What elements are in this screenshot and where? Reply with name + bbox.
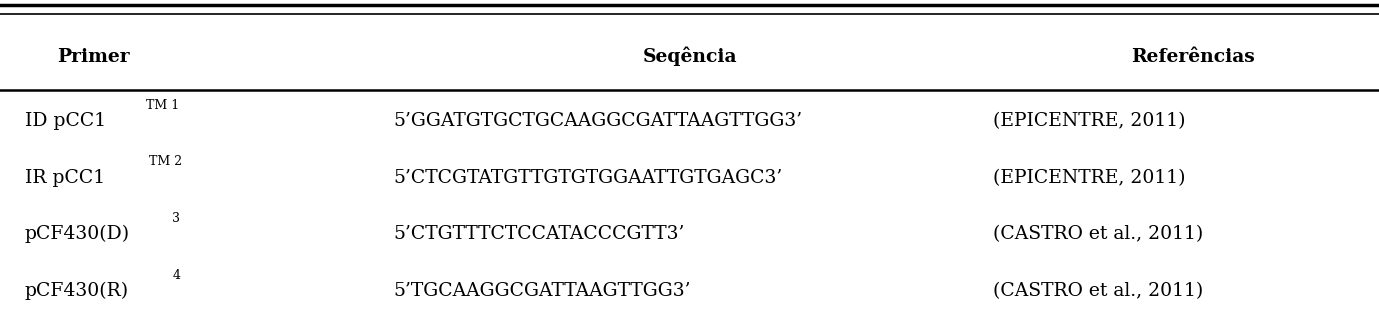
Text: 5’TGCAAGGCGATTAAGTTGG3’: 5’TGCAAGGCGATTAAGTTGG3’ <box>393 282 691 300</box>
Text: TM 2: TM 2 <box>149 155 182 169</box>
Text: 3: 3 <box>172 212 181 225</box>
Text: (CASTRO et al., 2011): (CASTRO et al., 2011) <box>993 226 1202 243</box>
Text: Seqência: Seqência <box>643 47 736 66</box>
Text: 5’CTCGTATGTTGTGTGGAATTGTGAGC3’: 5’CTCGTATGTTGTGTGGAATTGTGAGC3’ <box>393 169 782 187</box>
Text: Referências: Referências <box>1131 48 1255 66</box>
Text: pCF430(D): pCF430(D) <box>25 225 130 243</box>
Text: 5’CTGTTTCTCCATACCCGTT3’: 5’CTGTTTCTCCATACCCGTT3’ <box>393 226 684 243</box>
Text: pCF430(R): pCF430(R) <box>25 282 130 300</box>
Text: IR pCC1: IR pCC1 <box>25 169 105 187</box>
Text: (CASTRO et al., 2011): (CASTRO et al., 2011) <box>993 282 1202 300</box>
Text: 5’GGATGTGCTGCAAGGCGATTAAGTTGG3’: 5’GGATGTGCTGCAAGGCGATTAAGTTGG3’ <box>393 112 803 130</box>
Text: (EPICENTRE, 2011): (EPICENTRE, 2011) <box>993 112 1186 130</box>
Text: TM 1: TM 1 <box>146 99 179 112</box>
Text: Primer: Primer <box>58 48 130 66</box>
Text: ID pCC1: ID pCC1 <box>25 112 106 130</box>
Text: 4: 4 <box>172 269 181 282</box>
Text: (EPICENTRE, 2011): (EPICENTRE, 2011) <box>993 169 1186 187</box>
